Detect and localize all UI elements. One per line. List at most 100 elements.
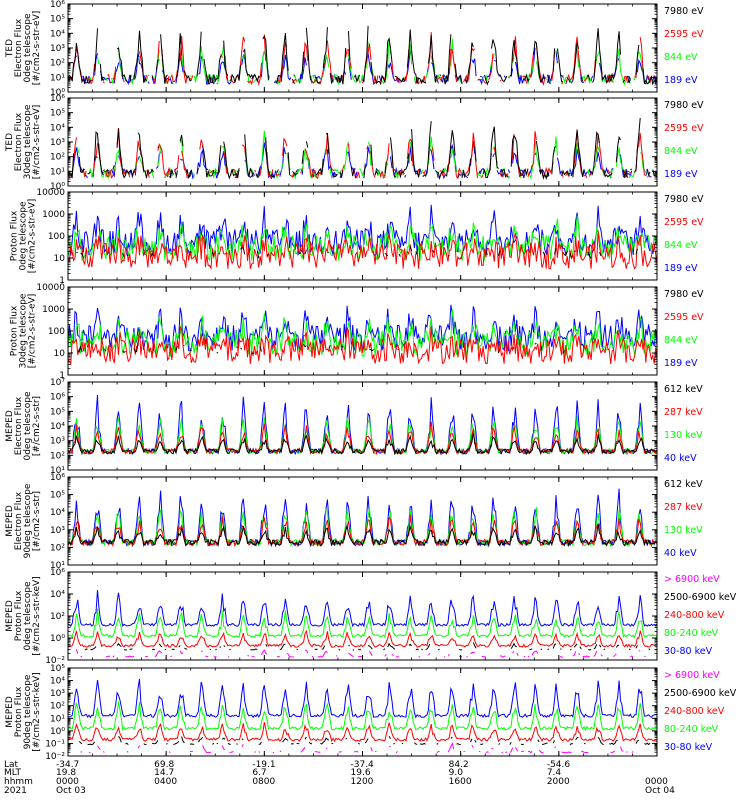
y-tick-label: 10000 (36, 283, 65, 293)
legend-entry: 7980 eV (664, 194, 704, 205)
time-row-label: MLT (4, 768, 22, 778)
y-tick-label: 10² (50, 153, 65, 163)
legend-entry: 130 keV (664, 525, 703, 536)
plot-frame (67, 476, 658, 566)
series-line-287-kev (67, 421, 658, 456)
time-row-value: 84.2 (449, 760, 469, 770)
series-line-240-800-kev (67, 629, 658, 648)
legend-entry: 612 keV (664, 479, 703, 490)
y-axis-label: MEPED (5, 600, 15, 632)
y-axis-label: [#/cm2-s-str-eV] (28, 199, 38, 274)
y-axis-label: Proton Flux (14, 590, 24, 641)
y-tick-label: 10⁵ (50, 109, 65, 119)
panel-7: 10⁻² 10⁰ 10² 10⁴ 10⁶ MEPED Proton Flux 0deg tel… (5, 568, 737, 666)
series-line-612-kev (67, 523, 658, 548)
y-tick-label: 10⁰ (50, 727, 65, 737)
series-line-2595-ev (67, 325, 658, 366)
y-tick-label: 10⁵ (50, 407, 65, 417)
panel-2: 10⁰ 10¹ 10² 10³ 10⁴ 10⁵ 10⁶ TED Electron Flux 30d… (5, 94, 704, 192)
y-tick-label: 10⁶ (50, 94, 65, 104)
legend-entry: 7980 eV (664, 6, 704, 17)
panel-8: 10⁻² 10⁻¹ 10⁰ 10¹ 10² 10³ 10⁴ 10⁵ MEPED Proton Fl… (5, 664, 737, 762)
legend-entry: 189 eV (664, 263, 698, 274)
series-line-2595-ev (67, 230, 658, 270)
legend-entry: 189 eV (664, 75, 698, 86)
y-tick-label: 10² (50, 59, 65, 69)
series-line-287-kev (67, 514, 658, 548)
panel-5: 10¹ 10² 10³ 10⁴ 10⁵ 10⁶ 10⁷ MEPED Electron Flux 0… (5, 378, 703, 476)
legend-entry: 2500-6900 keV (664, 592, 737, 603)
time-row-value: 1600 (449, 777, 472, 787)
y-tick-label: 10² (50, 612, 65, 622)
y-axis-label: 0deg telescope (23, 581, 33, 651)
y-tick-label: 10⁰ (50, 88, 65, 98)
time-row-label: 2021 (4, 786, 27, 796)
y-tick-label: 10⁵ (50, 15, 65, 25)
y-tick-label: 100 (48, 327, 65, 337)
y-tick-label: 10⁰ (50, 182, 65, 192)
series-line-7980-ev (70, 117, 658, 181)
y-tick-label: 10³ (50, 526, 65, 536)
time-row-value: 9.0 (449, 768, 464, 778)
legend-entry: 2595 eV (664, 217, 704, 228)
y-tick-label: 10⁻² (45, 752, 65, 762)
y-axis-label: 90deg telescope (23, 483, 33, 558)
legend-entry: 7980 eV (664, 100, 704, 111)
y-axis-label: Proton Flux (14, 686, 24, 737)
panel-6: 10¹ 10² 10³ 10⁴ 10⁵ 10⁶ MEPED Electron Flux 90de… (5, 473, 703, 571)
y-tick-label: 10¹ (50, 466, 65, 476)
y-axis-label: 90deg telescope (23, 674, 33, 749)
time-row-label: Lat (4, 760, 19, 770)
y-tick-label: 10⁴ (50, 590, 65, 600)
y-axis-label: TED (5, 133, 15, 152)
y-tick-label: 10000 (36, 188, 65, 198)
y-tick-label: 10⁴ (50, 677, 65, 687)
y-tick-label: 10⁰ (50, 634, 65, 644)
y-tick-label: 10⁻² (45, 656, 65, 666)
series-line-30-80-kev (67, 589, 658, 628)
y-tick-label: 10⁴ (50, 29, 65, 39)
y-tick-label: 1 (59, 371, 65, 381)
y-tick-label: 10 (54, 349, 66, 359)
y-tick-label: 10⁴ (50, 422, 65, 432)
y-tick-label: 10⁴ (50, 508, 65, 518)
legend-entry: 240-800 keV (664, 706, 725, 717)
legend-entry: 844 eV (664, 335, 698, 346)
y-tick-label: 10¹ (50, 167, 65, 177)
y-axis-label: [#/cm2-s-str] (32, 396, 42, 456)
y-tick-label: 10³ (50, 138, 65, 148)
legend-entry: 2500-6900 keV (664, 688, 737, 699)
time-row-value: 69.8 (154, 760, 174, 770)
time-axis-rows: Lat -34.7 69.8 -19.1 -37.4 84.2 -54.6 MLT 19.8 14… (4, 760, 675, 796)
legend-entry: > 6900 keV (664, 574, 720, 585)
legend-entry: 189 eV (664, 358, 698, 369)
y-tick-label: 10⁵ (50, 664, 65, 674)
time-row-value: 0000 (56, 777, 79, 787)
y-tick-label: 10⁶ (50, 0, 65, 10)
y-tick-label: 10⁻¹ (45, 739, 65, 749)
legend-entry: 240-800 keV (664, 610, 725, 621)
series-line-2595-ev (68, 128, 657, 178)
time-row-value: 19.6 (351, 768, 371, 778)
series-line-30-80-kev (67, 678, 658, 719)
time-row-value: 0000 (645, 777, 668, 787)
legend-entry: 30-80 keV (664, 742, 713, 753)
y-tick-label: 10² (50, 543, 65, 553)
legend-entry: 287 keV (664, 502, 703, 513)
legend-entry: 2595 eV (664, 123, 704, 134)
y-axis-label: [#/cm2-s-str-eV] (32, 105, 42, 180)
series-line-844-ev (67, 130, 658, 180)
y-tick-label: 10¹ (50, 714, 65, 724)
y-tick-label: 1000 (42, 305, 65, 315)
time-row-value: Oct 03 (56, 786, 86, 796)
series-line-240-800-kev (67, 722, 658, 743)
y-tick-label: 10⁷ (50, 378, 65, 388)
y-tick-label: 10⁶ (50, 473, 65, 483)
time-row-value: -54.6 (547, 760, 571, 770)
legend-entry: 7980 eV (664, 289, 704, 300)
legend-entry: 80-240 keV (664, 628, 719, 639)
y-axis-label: Electron Flux (14, 18, 24, 77)
time-row-value: 14.7 (154, 768, 174, 778)
legend-entry: 287 keV (664, 407, 703, 418)
